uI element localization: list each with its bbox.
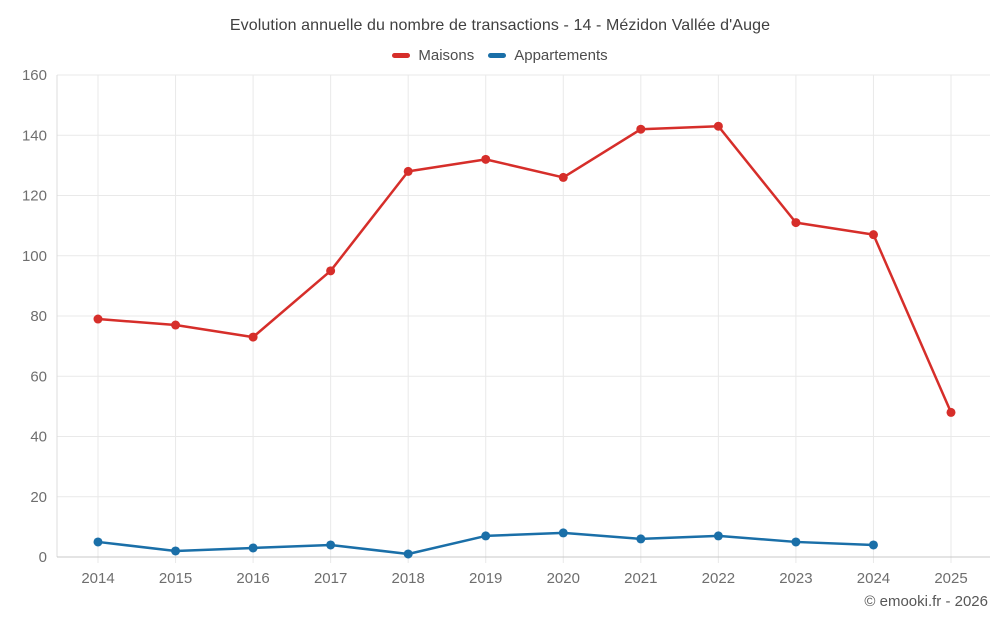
maisons-series-swatch-icon xyxy=(392,53,411,58)
y-tick-label: 140 xyxy=(22,127,47,144)
x-tick-label: 2023 xyxy=(779,570,812,587)
x-tick-label: 2015 xyxy=(159,570,192,587)
data-point-maisons xyxy=(403,166,413,176)
data-point-appartements xyxy=(713,531,723,541)
y-tick-label: 120 xyxy=(22,188,47,205)
data-point-appartements xyxy=(481,531,491,541)
data-point-maisons xyxy=(636,124,646,134)
series-line-maisons xyxy=(96,124,953,414)
copyright-credit: © emooki.fr - 2026 xyxy=(864,593,988,610)
data-point-appartements xyxy=(326,540,336,550)
data-point-maisons xyxy=(248,332,258,342)
legend-item-appartements[interactable]: Appartements xyxy=(488,47,608,64)
y-tick-label: 0 xyxy=(39,549,47,566)
x-tick-label: 2024 xyxy=(857,570,890,587)
x-tick-label: 2016 xyxy=(236,570,269,587)
data-point-appartements xyxy=(403,549,413,559)
data-point-maisons xyxy=(713,121,723,131)
data-point-maisons xyxy=(326,266,336,276)
data-point-maisons xyxy=(791,218,801,228)
data-point-maisons xyxy=(946,407,956,417)
y-tick-label: 80 xyxy=(30,308,47,325)
data-point-appartements xyxy=(558,528,568,538)
data-point-appartements xyxy=(93,537,103,547)
chart-legend: Maisons Appartements xyxy=(0,47,1000,64)
legend-label-appartements: Appartements xyxy=(514,47,608,64)
data-point-maisons xyxy=(558,172,568,182)
data-point-appartements xyxy=(868,540,878,550)
x-tick-label: 2021 xyxy=(624,570,657,587)
x-tick-label: 2014 xyxy=(81,570,114,587)
data-point-appartements xyxy=(171,546,181,556)
data-point-appartements xyxy=(791,537,801,547)
data-point-maisons xyxy=(868,230,878,240)
x-tick-label: 2018 xyxy=(391,570,424,587)
appartements-series-swatch-icon xyxy=(488,53,507,58)
legend-item-maisons[interactable]: Maisons xyxy=(392,47,474,64)
chart-title: Evolution annuelle du nombre de transact… xyxy=(229,17,771,34)
y-tick-label: 100 xyxy=(22,248,47,265)
data-point-maisons xyxy=(171,320,181,330)
data-point-maisons xyxy=(93,314,103,324)
x-tick-label: 2025 xyxy=(934,570,967,587)
y-tick-label: 60 xyxy=(30,368,47,385)
x-tick-label: 2020 xyxy=(547,570,580,587)
y-tick-label: 160 xyxy=(22,67,47,84)
x-tick-label: 2019 xyxy=(469,570,502,587)
y-tick-label: 40 xyxy=(30,429,47,446)
y-tick-label: 20 xyxy=(30,489,47,506)
x-tick-label: 2017 xyxy=(314,570,347,587)
data-point-appartements xyxy=(248,543,258,553)
data-point-maisons xyxy=(481,154,491,164)
x-tick-label: 2022 xyxy=(702,570,735,587)
legend-label-maisons: Maisons xyxy=(418,47,475,64)
data-point-appartements xyxy=(636,534,646,544)
